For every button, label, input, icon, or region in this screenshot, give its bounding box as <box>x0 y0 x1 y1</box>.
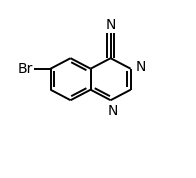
Text: N: N <box>136 60 146 74</box>
Text: Br: Br <box>18 62 33 76</box>
Text: N: N <box>105 18 116 32</box>
Text: N: N <box>108 104 118 118</box>
